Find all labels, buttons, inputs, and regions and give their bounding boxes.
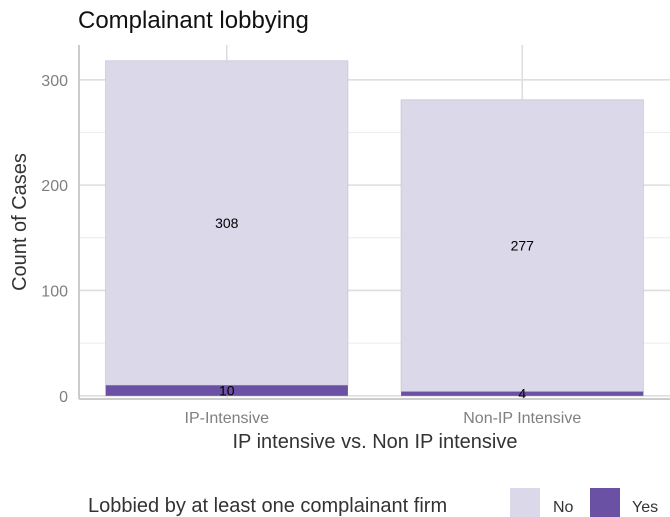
bar-label-no-2: 277 xyxy=(511,238,535,254)
bar-label-yes-2: 4 xyxy=(518,386,526,402)
legend-key-no xyxy=(510,488,540,517)
chart-title: Complainant lobbying xyxy=(78,7,309,34)
y-tick-label: 100 xyxy=(41,283,68,300)
bar-no-1 xyxy=(105,60,349,386)
y-tick-label: 300 xyxy=(41,73,68,90)
legend-label-yes: Yes xyxy=(632,499,658,516)
y-tick-label: 200 xyxy=(41,178,68,195)
legend: Lobbied by at least one complainant firm… xyxy=(88,488,658,517)
y-axis-title: Count of Cases xyxy=(9,153,31,291)
y-tick-label: 0 xyxy=(59,389,68,406)
legend-key-yes xyxy=(590,488,620,517)
bars xyxy=(105,60,644,396)
bar-labels: 308 10 277 4 xyxy=(215,215,534,402)
bar-label-no-1: 308 xyxy=(215,215,239,231)
bar-no-2 xyxy=(400,99,644,393)
axes xyxy=(78,45,670,400)
x-axis-title: IP intensive vs. Non IP intensive xyxy=(233,431,518,453)
bar-yes-1 xyxy=(105,385,348,396)
legend-title: Lobbied by at least one complainant firm xyxy=(88,495,447,517)
y-tick-labels: 0 100 200 300 xyxy=(41,73,68,406)
bar-yes-2 xyxy=(401,391,644,396)
legend-label-no: No xyxy=(553,499,574,516)
bar-label-yes-1: 10 xyxy=(219,383,235,399)
x-tick-label: IP-Intensive xyxy=(185,410,270,427)
x-tick-label: Non-IP Intensive xyxy=(463,410,581,427)
x-tick-labels: IP-Intensive Non-IP Intensive xyxy=(185,410,582,427)
